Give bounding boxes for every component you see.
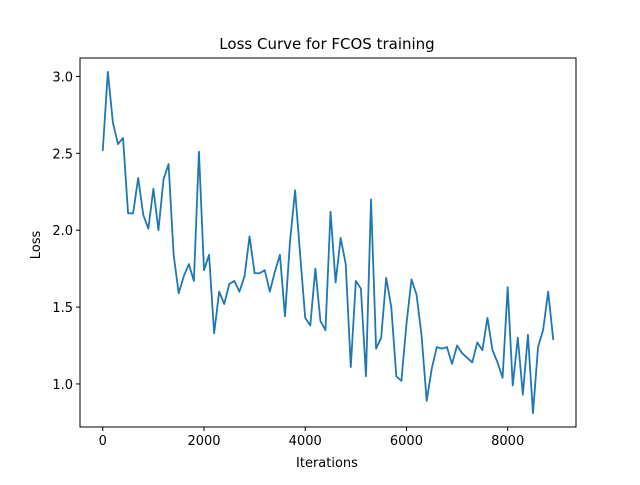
x-tick-label: 6000: [390, 434, 423, 449]
y-tick-label: 1.0: [52, 378, 73, 393]
plot-frame: [79, 57, 577, 428]
x-tick-label: 0: [99, 434, 107, 449]
y-axis-label: Loss: [29, 231, 44, 260]
loss-series-line: [101, 70, 555, 415]
y-tick-label: 2.0: [52, 224, 73, 239]
chart-title: Loss Curve for FCOS training: [219, 35, 434, 53]
y-tick-label: 3.0: [52, 70, 73, 85]
plot-area: 0 2000 4000 6000 8000 1.0 1.5 2.0 2.5 3.0: [52, 57, 577, 449]
x-axis-label: Iterations: [296, 456, 358, 471]
y-tick-label: 2.5: [52, 147, 73, 162]
x-tick-label: 8000: [491, 434, 524, 449]
x-tick-label: 4000: [289, 434, 322, 449]
x-tick-label: 2000: [187, 434, 220, 449]
y-tick-label: 1.5: [52, 301, 73, 316]
